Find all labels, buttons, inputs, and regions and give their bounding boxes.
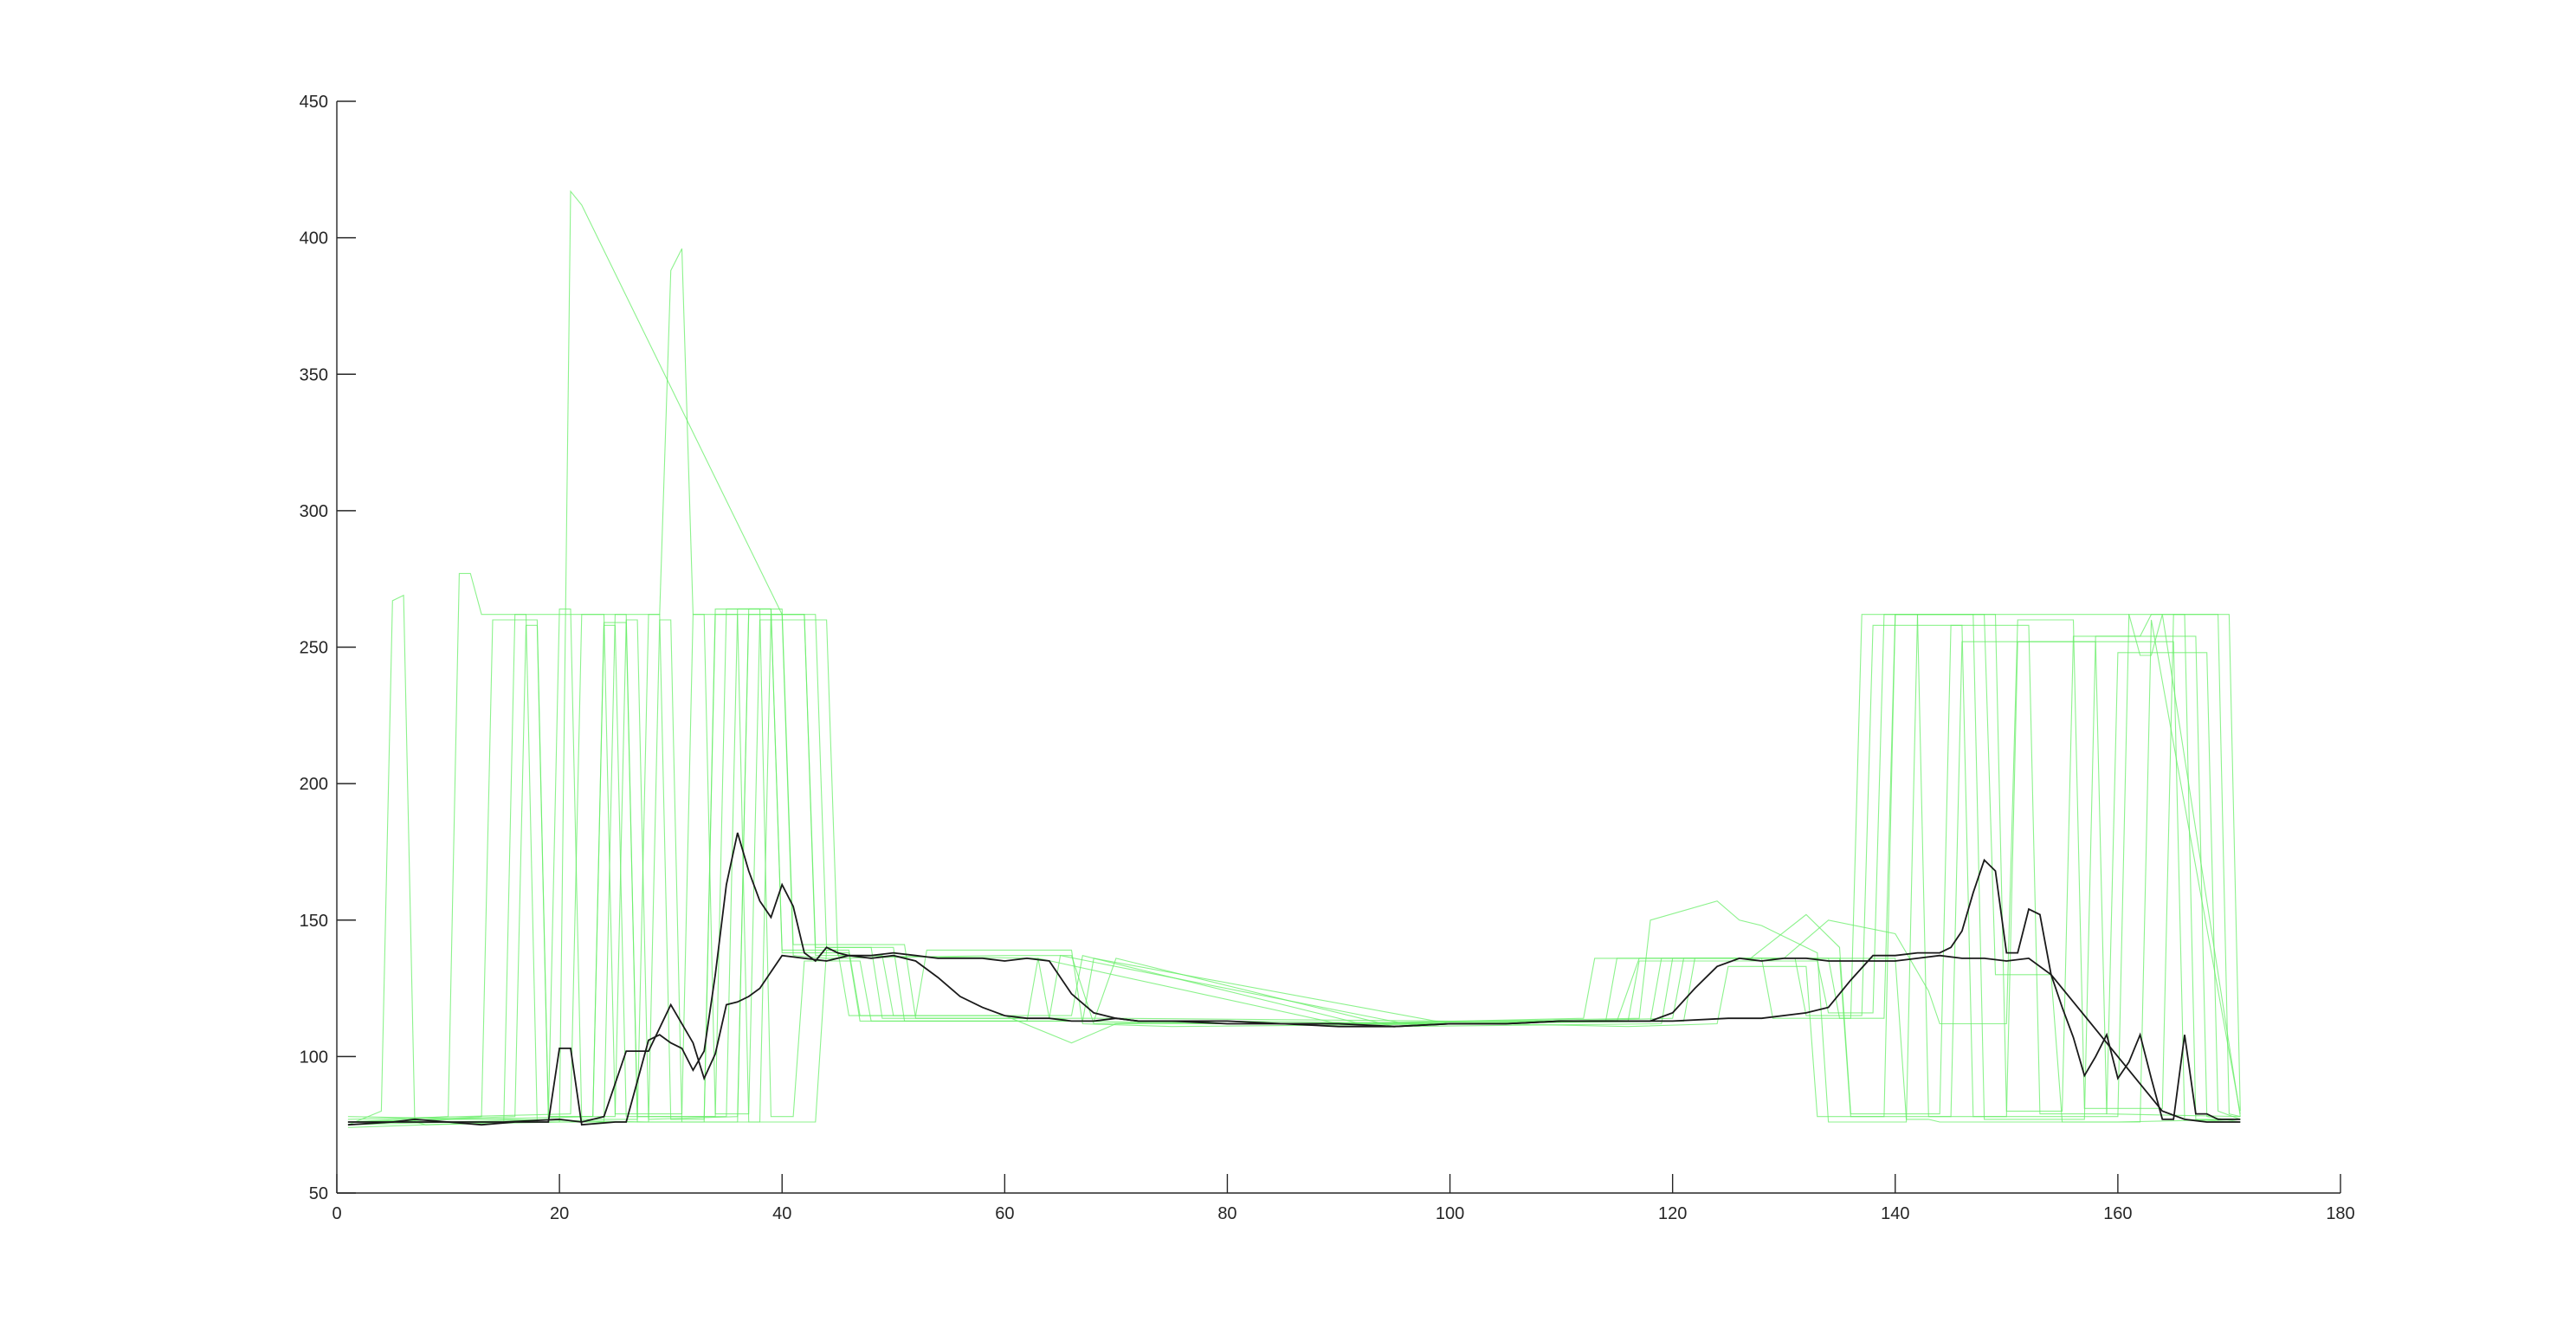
y-tick-label: 200: [300, 775, 328, 794]
trial-series-line: [347, 190, 2241, 1125]
axes: 0 20 40 60 80 100 120 140 160 180 50 100 150 200 250 30…: [300, 93, 2355, 1223]
x-tick-label: 100: [1436, 1204, 1464, 1223]
x-tick-label: 60: [995, 1204, 1014, 1223]
mean-series-line: [347, 954, 2241, 1126]
x-tick-label: 160: [2103, 1204, 2132, 1223]
y-tick-label: 150: [300, 912, 328, 931]
trial-series-line: [347, 608, 2241, 1123]
y-tick-label: 250: [300, 639, 328, 658]
x-tick-label: 180: [2326, 1204, 2354, 1223]
x-tick-label: 20: [550, 1204, 569, 1223]
y-tick-label: 350: [300, 365, 328, 384]
x-tick-label: 80: [1217, 1204, 1236, 1223]
y-tick-label: 400: [300, 229, 328, 248]
x-tick-label: 120: [1658, 1204, 1687, 1223]
y-tick-label: 100: [300, 1048, 328, 1067]
y-tick-label: 300: [300, 502, 328, 521]
y-tick-label: 50: [309, 1184, 328, 1203]
x-tick-label: 0: [332, 1204, 341, 1223]
trial-series-line: [347, 614, 2241, 1123]
trial-series-line: [347, 248, 2241, 1123]
y-tick-label: 450: [300, 93, 328, 112]
x-tick-label: 40: [772, 1204, 791, 1223]
series-group: [347, 190, 2241, 1128]
x-tick-label: 140: [1881, 1204, 1909, 1223]
